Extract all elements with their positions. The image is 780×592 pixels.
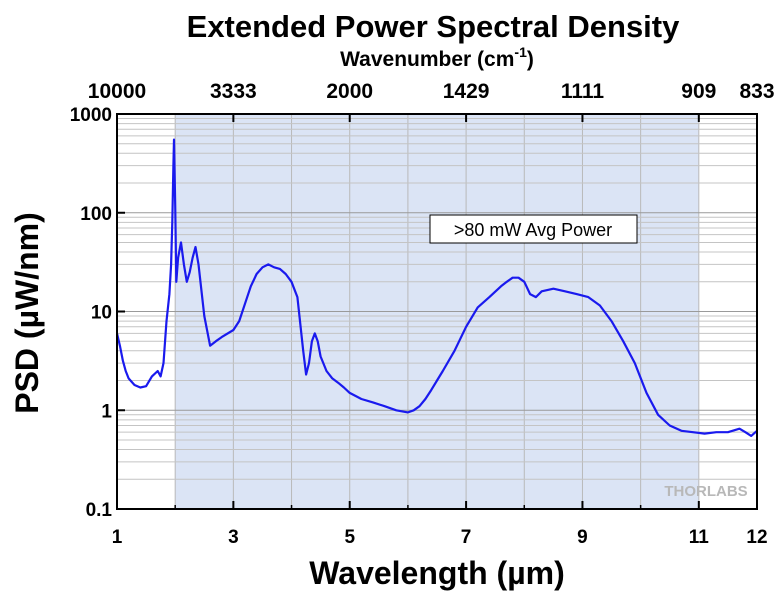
thorlabs-watermark: THORLABS [664, 483, 747, 500]
x-tick-label: 9 [577, 527, 588, 548]
top-tick-label: 833 [739, 80, 774, 103]
y-tick-label: 1000 [70, 105, 112, 126]
x-tick-label: 1 [112, 527, 123, 548]
top-tick-label: 3333 [210, 80, 257, 103]
y-axis-label: PSD (µW/nm) [9, 212, 45, 414]
x-tick-label: 11 [689, 527, 710, 548]
top-axis-label: Wavenumber (cm-1) [340, 44, 534, 71]
top-axis-label-main: Wavenumber (cm [340, 48, 514, 71]
top-tick-label: 1429 [443, 80, 490, 103]
plot-area: THORLABS >80 mW Avg Power 1 3 5 7 9 11 12 0.1 1 10 1… [70, 80, 775, 548]
x-tick-label: 12 [746, 527, 767, 548]
psd-series-line [115, 138, 758, 437]
top-axis-label-end: ) [527, 48, 534, 71]
x-tick-label: 5 [344, 527, 355, 548]
top-tick-label: 909 [681, 80, 716, 103]
x-axis-label: Wavelength (µm) [309, 555, 564, 591]
chart-title: Extended Power Spectral Density [187, 9, 680, 44]
top-tick-label: 2000 [326, 80, 373, 103]
y-tick-label: 0.1 [86, 500, 113, 521]
top-tick-label: 10000 [88, 80, 146, 103]
top-axis-label-sup: -1 [514, 44, 527, 60]
annotation-text: >80 mW Avg Power [454, 220, 612, 240]
y-tick-label: 100 [80, 204, 112, 225]
y-tick-label: 1 [101, 401, 112, 422]
x-tick-label: 3 [228, 527, 239, 548]
annotation-box [429, 214, 638, 244]
x-tick-label: 7 [461, 527, 472, 548]
y-tick-label: 10 [91, 303, 112, 324]
top-tick-label: 1111 [561, 80, 605, 103]
